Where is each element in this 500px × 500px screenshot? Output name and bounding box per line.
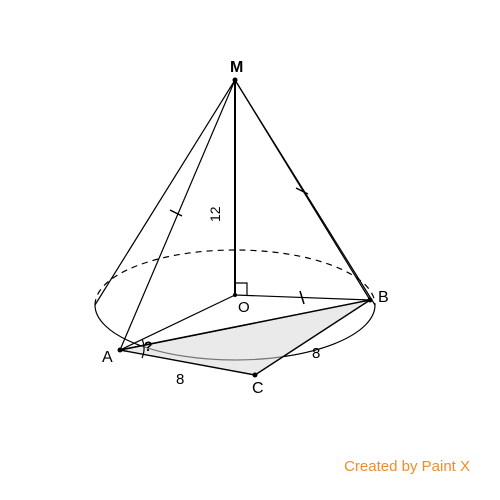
right-angle-marker — [235, 283, 247, 295]
point-a — [118, 348, 123, 353]
label-b: B — [378, 289, 389, 306]
label-o: O — [238, 299, 250, 316]
label-m: M — [230, 59, 243, 76]
label-bc: 8 — [312, 345, 320, 362]
point-c — [253, 373, 258, 378]
label-ac: 8 — [176, 371, 184, 388]
point-m — [233, 78, 238, 83]
label-c: C — [252, 380, 264, 397]
point-b — [368, 298, 373, 303]
geometry-diagram: M O A B C 12 8 8 ? — [80, 80, 430, 430]
watermark-text: Created by Paint X — [344, 458, 470, 475]
cone-edge-left — [95, 80, 235, 305]
diagram-svg: M O A B C 12 8 8 ? — [80, 80, 430, 430]
edge-mb — [235, 80, 370, 300]
tick-ma — [170, 210, 182, 216]
label-a: A — [102, 349, 113, 366]
point-o — [233, 293, 237, 297]
label-angle: ? — [144, 338, 153, 354]
label-height: 12 — [207, 206, 223, 222]
